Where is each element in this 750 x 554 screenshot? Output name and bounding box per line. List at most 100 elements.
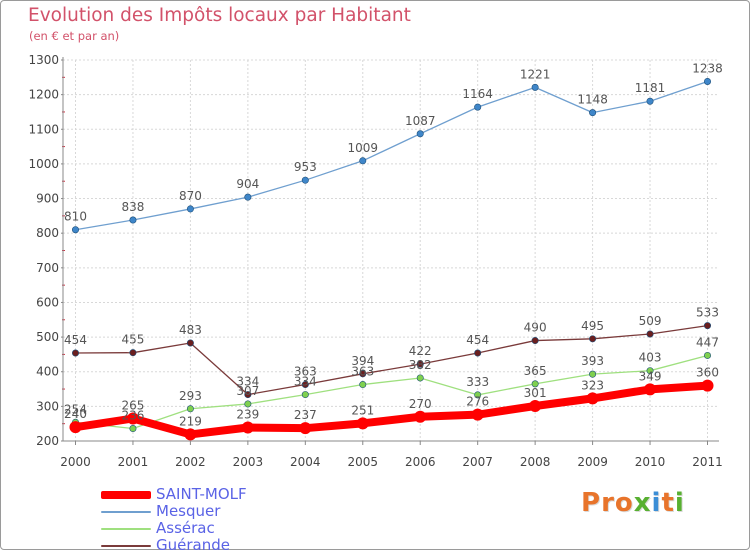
data-point: [644, 383, 657, 396]
data-point: [359, 157, 367, 165]
data-label: 323: [581, 378, 604, 392]
data-point: [703, 351, 711, 359]
data-point: [244, 391, 252, 399]
x-tick-label: 2004: [290, 455, 321, 469]
x-tick-label: 2010: [635, 455, 666, 469]
data-point: [589, 335, 597, 343]
data-label: 236: [122, 409, 145, 423]
y-tick-label: 1000: [28, 157, 59, 171]
data-label: 360: [696, 366, 719, 380]
data-label: 904: [236, 177, 259, 191]
y-tick-label: 900: [36, 192, 59, 206]
data-label: 276: [466, 395, 489, 409]
data-label: 334: [294, 375, 317, 389]
data-label: 251: [351, 403, 374, 417]
y-tick-label: 600: [36, 295, 59, 309]
data-label: 533: [696, 306, 719, 320]
data-point: [646, 97, 654, 105]
data-point: [471, 408, 484, 421]
data-label: 1148: [577, 93, 608, 107]
data-point: [72, 349, 80, 357]
data-label: 1181: [635, 81, 666, 95]
data-label: 953: [294, 160, 317, 174]
data-point: [474, 391, 482, 399]
axes: 200 300 400 500 600 700 800 900 1000 1100 1200 1300…: [28, 53, 722, 469]
data-point: [129, 216, 137, 224]
series-line-guérande: [74, 325, 709, 396]
data-label: 363: [294, 365, 317, 379]
data-label: 490: [524, 321, 547, 335]
data-point: [531, 380, 539, 388]
data-point: [129, 349, 137, 357]
data-point: [301, 381, 309, 389]
data-label: 254: [64, 402, 87, 416]
x-tick-label: 2000: [60, 455, 91, 469]
data-point: [474, 349, 482, 357]
x-tick-label: 2008: [520, 455, 551, 469]
data-label: 403: [639, 351, 662, 365]
data-label: 1221: [520, 67, 551, 81]
data-point: [244, 400, 252, 408]
data-point: [126, 412, 139, 425]
data-label: 239: [236, 407, 259, 421]
logo-letter: P: [581, 488, 602, 518]
y-tick-label: 500: [36, 330, 59, 344]
y-tick-label: 400: [36, 365, 59, 379]
data-label: 334: [236, 375, 259, 389]
data-point: [646, 330, 654, 338]
data-label: 454: [64, 333, 87, 347]
data-point: [129, 425, 137, 433]
x-tick-label: 2009: [577, 455, 608, 469]
data-label: 301: [524, 386, 547, 400]
data-point: [301, 391, 309, 399]
data-label: 240: [64, 407, 87, 421]
data-label: 1087: [405, 114, 436, 128]
data-point: [416, 130, 424, 138]
data-label: 495: [581, 319, 604, 333]
data-label: 382: [409, 358, 432, 372]
data-labels: 810 838 870 904 953 1009 1087 1164 1221 1148 1181 1…: [64, 61, 723, 428]
series-line-saint-molf: [71, 381, 712, 439]
series-lines: [69, 77, 714, 441]
data-point: [589, 109, 597, 117]
data-label: 455: [122, 333, 145, 347]
data-label: 393: [581, 354, 604, 368]
data-label: 870: [179, 189, 202, 203]
data-point: [589, 370, 597, 378]
chart-subtitle: (en € et par an): [29, 29, 120, 43]
data-point: [703, 77, 711, 85]
data-point: [356, 417, 369, 430]
logo-letter: i: [651, 488, 662, 518]
x-tick-label: 2001: [118, 455, 149, 469]
data-point: [186, 339, 194, 347]
data-label: 363: [351, 365, 374, 379]
data-point: [186, 405, 194, 413]
data-point: [244, 193, 252, 201]
y-tick-label: 800: [36, 226, 59, 240]
logo-letter: r: [601, 488, 615, 518]
data-point: [529, 400, 542, 413]
data-point: [359, 381, 367, 389]
data-point: [586, 392, 599, 405]
data-label: 447: [696, 335, 719, 349]
x-tick-label: 2003: [233, 455, 264, 469]
data-point: [416, 374, 424, 382]
data-label: 810: [64, 210, 87, 224]
x-tick-label: 2011: [692, 455, 723, 469]
data-point: [184, 428, 197, 441]
data-label: 333: [466, 375, 489, 389]
data-point: [301, 176, 309, 184]
data-point: [701, 379, 714, 392]
data-point: [186, 205, 194, 213]
data-label: 454: [466, 333, 489, 347]
data-label: 394: [351, 354, 374, 368]
legend-swatch: [101, 545, 151, 547]
data-label: 293: [179, 389, 202, 403]
logo-letter: i: [674, 488, 685, 518]
legend-label: SAINT-MOLF: [156, 485, 247, 503]
series-line-mesquer: [74, 80, 709, 231]
data-point: [646, 367, 654, 375]
data-point: [531, 83, 539, 91]
chart-title: Evolution des Impôts locaux par Habitant: [28, 5, 411, 26]
